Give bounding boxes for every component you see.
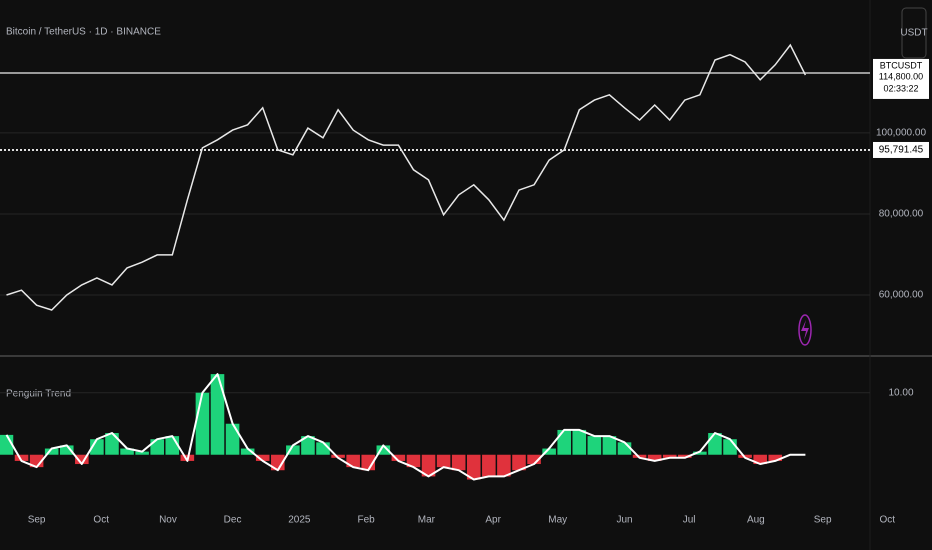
x-tick-label: Feb [357, 515, 375, 526]
histogram-bar [135, 451, 149, 455]
trend-line [5, 373, 806, 481]
x-tick-label: Apr [485, 515, 501, 526]
histogram-bar [678, 454, 692, 458]
hline-label: 95,791.45 [879, 145, 924, 156]
currency-button[interactable] [901, 7, 927, 59]
histogram-bar [557, 429, 571, 455]
histogram-bar [482, 454, 496, 477]
histogram-bar [105, 433, 119, 455]
x-tick-label: Nov [159, 515, 177, 526]
histogram-bar [406, 454, 421, 468]
histogram-bar [301, 436, 315, 455]
histogram-bar [240, 448, 255, 455]
x-tick-label: Aug [747, 515, 765, 526]
x-tick-label: May [548, 515, 567, 526]
chart-title: Bitcoin / TetherUS · 1D · BINANCE [6, 27, 161, 38]
histogram-bar [527, 454, 541, 465]
last-price-label: 114,800.00 [879, 71, 923, 81]
histogram-bar [225, 423, 240, 455]
alert-icon[interactable] [798, 314, 812, 346]
hline-label-box [873, 141, 929, 158]
y-tick-label: 60,000.00 [879, 290, 924, 301]
y-tick-label: 80,000.00 [879, 209, 924, 220]
histogram-bar [497, 454, 511, 477]
histogram-bar [466, 454, 481, 480]
last-price-box [873, 58, 929, 99]
price-line [6, 43, 807, 311]
currency-label[interactable]: USDT [900, 28, 927, 39]
histogram-bar [512, 454, 526, 471]
histogram-bar [44, 448, 59, 455]
histogram-bar [602, 436, 617, 455]
y-tick-label: 10.00 [888, 387, 913, 398]
x-tick-label: Mar [418, 515, 436, 526]
histogram-bar [75, 454, 89, 465]
histogram-bar [255, 454, 270, 461]
histogram-bar [451, 454, 466, 471]
x-tick-label: Sep [814, 515, 832, 526]
histogram-bar [572, 429, 587, 455]
x-tick-label: 2025 [288, 515, 311, 526]
histogram-bar [768, 454, 783, 461]
histogram-bar [331, 454, 345, 458]
x-tick-label: Dec [224, 515, 242, 526]
histogram-bar [693, 451, 707, 455]
y-tick-label: 100,000.00 [876, 128, 926, 139]
x-tick-label: Oct [879, 515, 895, 526]
x-tick-label: Jul [683, 515, 696, 526]
histogram-bar [120, 448, 134, 455]
histogram-bar [14, 454, 29, 461]
histogram-bar [59, 445, 74, 455]
histogram-bar [647, 454, 662, 461]
histogram-bar [587, 436, 602, 455]
histogram-bar [286, 445, 300, 455]
histogram-bar [542, 448, 556, 455]
symbol-label: BTCUSDT [880, 60, 923, 70]
histogram-bar [753, 454, 767, 465]
histogram-bar [662, 454, 677, 458]
histogram-bar [210, 374, 225, 455]
histogram-bar [708, 433, 722, 455]
histogram-bar [150, 439, 164, 455]
histogram-bar [376, 445, 391, 455]
x-tick-label: Oct [93, 515, 109, 526]
histogram-bar [391, 454, 406, 461]
countdown-label: 02:33:22 [883, 83, 918, 93]
histogram-bar [632, 454, 647, 458]
histogram-bar [195, 392, 210, 455]
indicator-title: Penguin Trend [6, 389, 71, 400]
alert-bolt[interactable] [801, 320, 809, 340]
histogram-bar [723, 439, 737, 455]
histogram-bar [421, 454, 436, 477]
histogram-bar [436, 454, 451, 468]
x-tick-label: Jun [616, 515, 632, 526]
alert-ring[interactable] [798, 314, 812, 346]
x-tick-label: Sep [28, 515, 46, 526]
